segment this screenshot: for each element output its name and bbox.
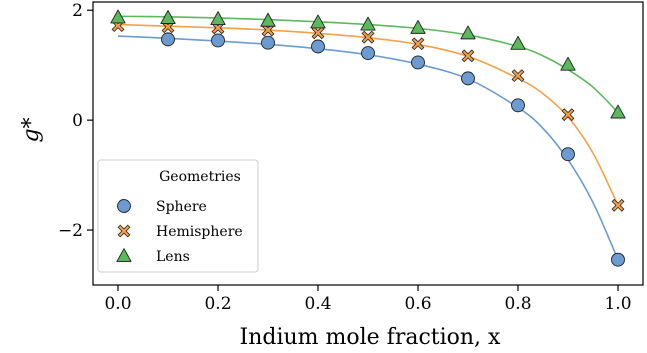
sphere-point (611, 252, 625, 267)
hemisphere-point (561, 108, 575, 122)
sphere-point (561, 147, 575, 162)
sphere-point (311, 39, 325, 54)
sphere-point (511, 98, 525, 113)
x-tick-label: 0.4 (304, 294, 331, 314)
y-tick-label: 2 (72, 1, 83, 21)
hemisphere-point (361, 30, 375, 44)
lens-point (560, 56, 576, 71)
x-tick-label: 0.2 (204, 294, 231, 314)
y-tick-label: 0 (72, 111, 83, 131)
legend-items: Sphere Hemisphere Lens (116, 199, 243, 265)
sphere-point (211, 33, 225, 48)
legend-lens-marker (116, 248, 132, 263)
legend-hemisphere-marker (117, 224, 131, 238)
lens-point (260, 12, 276, 27)
plot-frame (92, 1, 644, 286)
x-tick-label: 0.8 (504, 294, 531, 314)
y-axis-label: g* (19, 117, 44, 142)
x-axis-label: Indium mole fraction, x (240, 325, 502, 350)
hemisphere-point (411, 37, 425, 51)
hemisphere-point (611, 198, 625, 212)
legend-box (97, 159, 259, 273)
legend-sphere-label: Sphere (156, 199, 207, 215)
hemisphere-point (511, 69, 525, 83)
lens-point (360, 16, 376, 31)
lens-point (510, 35, 526, 50)
hemisphere-point (261, 23, 275, 37)
lens-fit-line (117, 15, 619, 114)
data-points (110, 9, 626, 267)
x-tick-label: 0.6 (404, 294, 431, 314)
sphere-point (461, 71, 475, 86)
legend-hemisphere-label: Hemisphere (156, 224, 243, 240)
sphere-point (261, 35, 275, 50)
lens-point (410, 19, 426, 34)
legend: Geometries Sphere Hemisphere Lens (97, 159, 259, 273)
legend-sphere-marker (117, 199, 131, 213)
hemisphere-point (461, 49, 475, 63)
x-axis-ticks: 0.0 0.2 0.4 0.6 0.8 1.0 (104, 285, 632, 314)
lens-point (460, 25, 476, 40)
lens-point (160, 10, 176, 24)
lens-point (110, 9, 126, 24)
x-tick-label: 1.0 (604, 294, 631, 314)
lens-point (310, 14, 326, 29)
y-tick-label: −2 (58, 221, 83, 241)
lens-point (210, 11, 226, 26)
lens-point (610, 104, 626, 119)
x-tick-label: 0.0 (104, 294, 131, 314)
y-axis-ticks: 2 0 −2 (58, 1, 93, 241)
sphere-point (411, 55, 425, 70)
sphere-point (161, 32, 175, 47)
legend-title: Geometries (159, 169, 241, 185)
sphere-point (361, 46, 375, 61)
legend-lens-label: Lens (156, 249, 190, 265)
hemisphere-point (311, 26, 325, 40)
